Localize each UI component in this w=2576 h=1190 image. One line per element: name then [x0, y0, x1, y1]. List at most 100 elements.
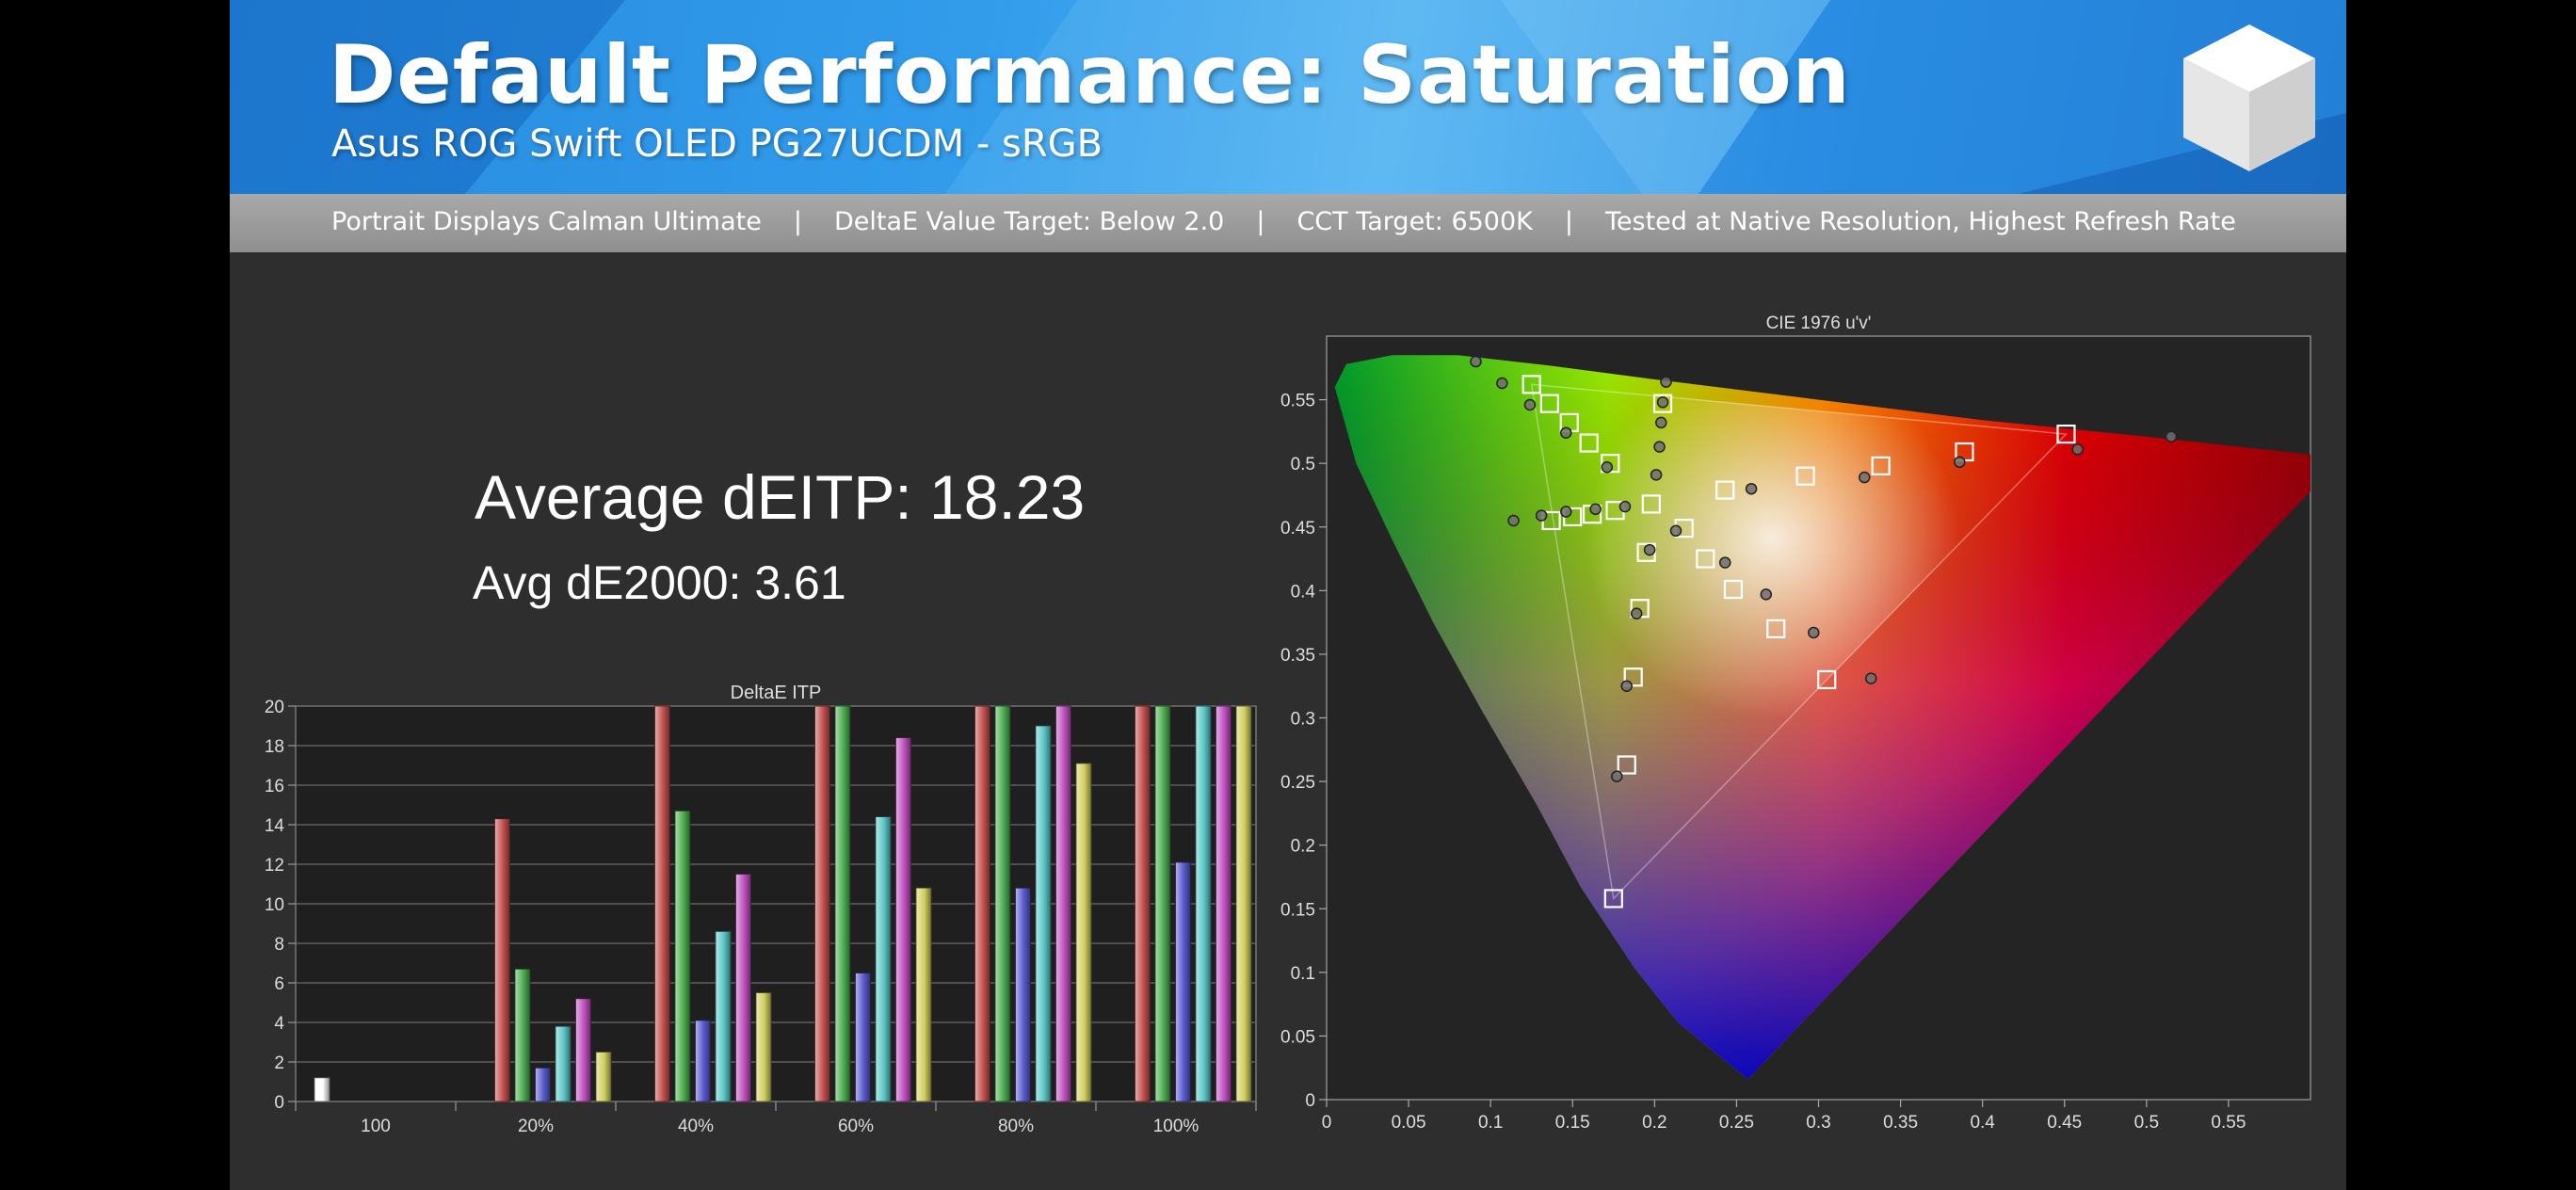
bar-cyan: [715, 931, 732, 1102]
bar-white: [314, 1077, 330, 1102]
cie-gamut-triangle: [1530, 383, 2069, 901]
bar-magenta: [1216, 705, 1232, 1102]
bar-y-tick-label: 2: [274, 1053, 284, 1073]
bar-yellow: [1235, 705, 1252, 1102]
cie-target-marker: [1539, 394, 1559, 413]
cie-x-tick-label: 0.2: [1642, 1113, 1666, 1133]
average-de2000: Avg dE2000: 3.61: [473, 556, 846, 609]
info-cct-target: CCT Target: 6500K: [1296, 207, 1533, 236]
bar-magenta: [575, 998, 591, 1102]
cie-measured-point: [1655, 416, 1667, 429]
bar-y-tick-label: 16: [265, 777, 284, 796]
cie-measured-point: [1864, 672, 1877, 684]
bar-magenta: [895, 737, 911, 1102]
bar-y-tick-label: 10: [265, 895, 284, 915]
cie-target-marker: [1521, 375, 1541, 394]
cie-x-tick-label: 0.5: [2134, 1113, 2159, 1133]
cie-measured-point: [1560, 426, 1572, 439]
bar-y-tick-label: 8: [274, 935, 284, 955]
cie-target-marker: [1617, 755, 1636, 775]
cie-measured-point: [1470, 355, 1482, 368]
cie-y-tick-label: 0.1: [1291, 964, 1315, 984]
bar-x-tick-label: 100: [361, 1117, 391, 1136]
cie-target-marker: [1715, 480, 1735, 500]
cie-measured-point: [1589, 503, 1602, 516]
cie-y-tick-label: 0.15: [1280, 900, 1315, 920]
bar-red: [654, 705, 670, 1102]
cie-measured-point: [2165, 430, 2178, 443]
bar-green: [674, 810, 691, 1102]
bar-cyan: [1035, 725, 1052, 1102]
bar-blue: [535, 1067, 551, 1102]
cie-measured-point: [1630, 607, 1643, 619]
bar-y-tick-label: 12: [265, 856, 284, 876]
cie-y-tick-label: 0.5: [1291, 455, 1315, 474]
cie-y-tick-label: 0.4: [1291, 582, 1316, 602]
cie-target-marker: [1766, 619, 1786, 638]
bar-yellow: [915, 887, 932, 1102]
cie-target-marker: [1817, 669, 1837, 690]
bar-yellow: [595, 1052, 612, 1102]
bar-blue: [1175, 861, 1191, 1102]
info-separator: |: [1256, 207, 1265, 236]
cie-measured-point: [1718, 556, 1731, 569]
bar-green: [994, 705, 1011, 1102]
cie-target-marker: [1652, 394, 1673, 413]
bar-x-tick-label: 60%: [838, 1117, 874, 1136]
cie-x-tick-label: 0: [1322, 1113, 1332, 1133]
cie-x-tick-label: 0.35: [1883, 1113, 1918, 1133]
info-deltae-target: DeltaE Value Target: Below 2.0: [833, 207, 1225, 236]
bar-green: [1154, 705, 1171, 1102]
slide: Default Performance: Saturation Asus ROG…: [230, 0, 2346, 1190]
cie-measured-point: [1656, 396, 1669, 409]
cie-measured-point: [1643, 543, 1656, 556]
cie-measured-point: [1760, 588, 1773, 601]
cie-measured-point: [1507, 514, 1520, 527]
cie-measured-point: [1535, 509, 1548, 522]
bar-yellow: [755, 992, 772, 1102]
deltae-itp-bar-chart: 0 2 4 6 8 10 12 14 16 18 20 DeltaE ITP 100 20% 40% 60% 8…: [265, 683, 1257, 1136]
average-ditp: Average dEITP: 18.23: [475, 462, 1086, 532]
cie-measured-point: [1669, 524, 1682, 538]
cie-y-tick-label: 0.25: [1280, 773, 1315, 793]
cie-measured-point: [1808, 626, 1820, 639]
cie-target-marker: [1641, 494, 1661, 514]
bar-blue: [1015, 887, 1031, 1102]
bar-blue: [695, 1020, 711, 1102]
cie-target-marker: [1579, 433, 1599, 453]
bar-y-tick-label: 6: [274, 974, 284, 994]
cie-target-marker: [2056, 424, 2076, 444]
bar-x-tick-label: 80%: [998, 1117, 1034, 1136]
info-separator: |: [1564, 207, 1573, 236]
bar-red: [1135, 705, 1151, 1102]
cie-target-marker: [1795, 466, 1815, 486]
cie-measured-point: [1611, 770, 1623, 782]
bar-red: [974, 705, 990, 1102]
bar-green: [514, 968, 531, 1102]
cie-measured-point: [1620, 680, 1633, 692]
info-test-conditions: Tested at Native Resolution, Highest Ref…: [1604, 207, 2236, 236]
bar-y-tick-label: 4: [274, 1014, 284, 1034]
cie-measured-point: [1653, 441, 1666, 453]
cie-x-tick-label: 0.3: [1806, 1113, 1830, 1133]
cie-y-tick-label: 0.35: [1280, 646, 1315, 666]
cie-target-marker: [1871, 456, 1891, 475]
header-banner: Default Performance: Saturation Asus ROG…: [230, 0, 2346, 194]
info-separator: |: [793, 207, 802, 236]
test-info-bar: Portrait Displays Calman Ultimate | DeltaE…: [230, 194, 2346, 252]
bar-magenta: [1055, 705, 1071, 1102]
cie-y-tick-label: 0: [1305, 1091, 1315, 1111]
bar-cyan: [555, 1025, 572, 1102]
cie-measured-point: [1859, 471, 1871, 484]
bar-y-tick-label: 0: [274, 1093, 284, 1113]
cie-measured-point: [1745, 482, 1758, 495]
cie-y-tick-label: 0.2: [1291, 837, 1315, 857]
cie-y-tick-label: 0.3: [1291, 710, 1315, 730]
cie-measured-point: [1618, 500, 1632, 513]
cie-measured-point: [1954, 456, 1966, 469]
cie-measured-point: [1523, 398, 1537, 411]
cie-target-marker: [1696, 549, 1715, 569]
cie-measured-point: [1650, 469, 1663, 481]
bar-cyan: [1195, 705, 1212, 1102]
cie-uv-chart: 0 0.05 0.1 0.15 0.2 0.25 0.3 0.35 0.4 0.45 0.5 0.55…: [1280, 314, 2311, 1133]
